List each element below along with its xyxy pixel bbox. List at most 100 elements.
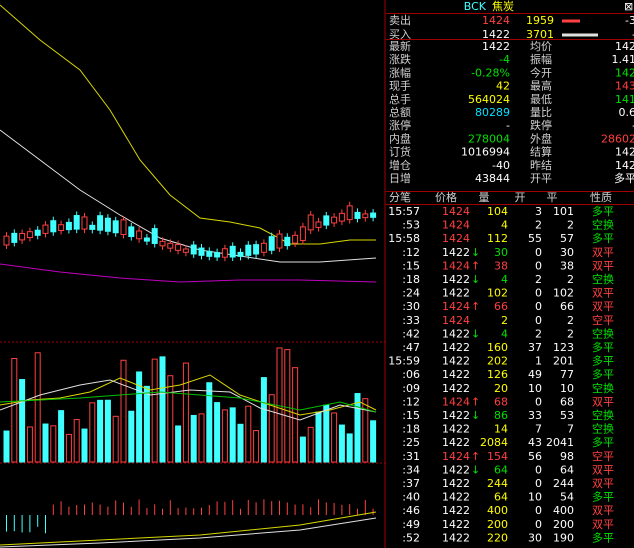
quote-value: 142 (615, 159, 634, 172)
tick-nature: 空平 (592, 313, 614, 327)
volume-bar (370, 420, 377, 463)
quote-value: -0.28% (471, 66, 510, 79)
tick-time: :30 (402, 300, 420, 313)
symbol: BCK (464, 0, 487, 13)
volume-bar (97, 399, 104, 463)
volume-bar (167, 375, 174, 463)
tick-nature: 双平 (592, 259, 614, 272)
tick-close: 38 (560, 259, 574, 272)
candle-body (362, 213, 369, 219)
tick-volume: 112 (487, 232, 508, 245)
candle-body (268, 236, 275, 251)
candle-body (159, 240, 166, 247)
volume-bar (315, 411, 322, 463)
tick-close: 68 (560, 395, 574, 408)
quote-value: 142 (615, 40, 634, 53)
quote-label: 现手 (389, 79, 411, 93)
quote-panel: BCK焦炭⊠卖出14241959-3买入14223701-最新1422均价142… (386, 0, 634, 544)
tick-nature: 空换 (592, 326, 614, 340)
tick-close: 123 (553, 341, 574, 354)
tick-close: 400 (553, 504, 574, 517)
tick-time: :40 (402, 491, 420, 504)
tick-price: 1422 (442, 477, 470, 490)
candle-body (315, 221, 322, 228)
tick-close: 2 (567, 327, 574, 340)
tick-time: :06 (402, 368, 420, 381)
tick-price: 1422 (442, 246, 470, 259)
tick-nature: 空换 (592, 381, 614, 395)
quote-value: 1.41 (612, 53, 634, 66)
tick-close: 101 (553, 205, 574, 218)
tick-price: 1424 (442, 259, 470, 272)
tick-nature: 双平 (592, 246, 614, 259)
candle-body (245, 244, 252, 256)
tick-price: 1424 (442, 395, 470, 408)
order-change: - (632, 28, 634, 41)
candle-body (331, 216, 338, 224)
volume-bar (58, 410, 65, 463)
volume-bar (260, 377, 267, 463)
tick-volume: 64 (494, 491, 508, 504)
volume-bar (104, 399, 111, 463)
kline-panel (0, 0, 386, 548)
quote-label: 跌停 (530, 118, 552, 132)
tick-volume: 66 (494, 300, 508, 313)
candle-body (143, 237, 150, 242)
candle-body (292, 234, 299, 244)
tick-price: 1422 (442, 463, 470, 476)
candle-body (175, 244, 182, 251)
quote-value: -4 (499, 53, 510, 66)
candle-body (198, 247, 205, 256)
tick-volume: 30 (494, 246, 508, 259)
quote-value: 多平 (614, 171, 634, 185)
tick-nature: 双平 (592, 518, 614, 531)
candle-body (112, 220, 119, 234)
candle-body (89, 224, 96, 230)
volume-bar (221, 409, 228, 463)
volume-bar (159, 356, 166, 463)
volume-bar (89, 402, 96, 463)
candle-body (3, 235, 10, 246)
volume-bar (3, 430, 10, 463)
tick-time: :33 (402, 314, 420, 327)
tick-close: 2 (567, 314, 574, 327)
tick-volume: 64 (494, 463, 508, 476)
tick-time: :18 (402, 273, 420, 286)
close-button[interactable]: ⊠ (624, 0, 633, 13)
order-qty: 3701 (526, 28, 554, 41)
tick-volume: 220 (487, 531, 508, 544)
volume-bar (253, 430, 260, 463)
tick-arrow: ↓ (471, 273, 480, 286)
quote-value: 80289 (475, 106, 510, 119)
tick-arrow: ↑ (471, 450, 480, 463)
tick-volume: 202 (487, 355, 508, 368)
tick-price: 1422 (442, 368, 470, 381)
tick-price: 1422 (442, 341, 470, 354)
volume-bar (136, 371, 143, 463)
quote-value: 28602 (601, 132, 634, 145)
tick-volume: 2 (501, 314, 508, 327)
volume-bar (214, 402, 221, 463)
tick-time: :53 (402, 219, 420, 232)
tick-volume: 154 (487, 450, 508, 463)
tick-time: :46 (402, 504, 420, 517)
quote-label: 外盘 (530, 131, 552, 145)
quote-label: 涨幅 (389, 66, 411, 79)
tick-time: :12 (402, 246, 420, 259)
quote-value: 1422 (482, 40, 510, 53)
volume-bar (362, 398, 369, 463)
tick-open: 33 (528, 409, 542, 422)
tick-close: 53 (560, 409, 574, 422)
candle-body (128, 226, 135, 238)
tick-nature: 多平 (592, 231, 614, 245)
tick-volume: 86 (494, 409, 508, 422)
candle-body (167, 242, 174, 249)
tick-time: :15 (402, 259, 420, 272)
tick-time: :49 (402, 518, 420, 531)
tick-close: 2041 (546, 436, 574, 449)
candle-body (65, 221, 72, 231)
quote-label: 昨结 (530, 159, 552, 172)
quote-label: 量比 (530, 106, 552, 119)
volume-bar (198, 413, 205, 463)
tick-open: 30 (528, 531, 542, 544)
